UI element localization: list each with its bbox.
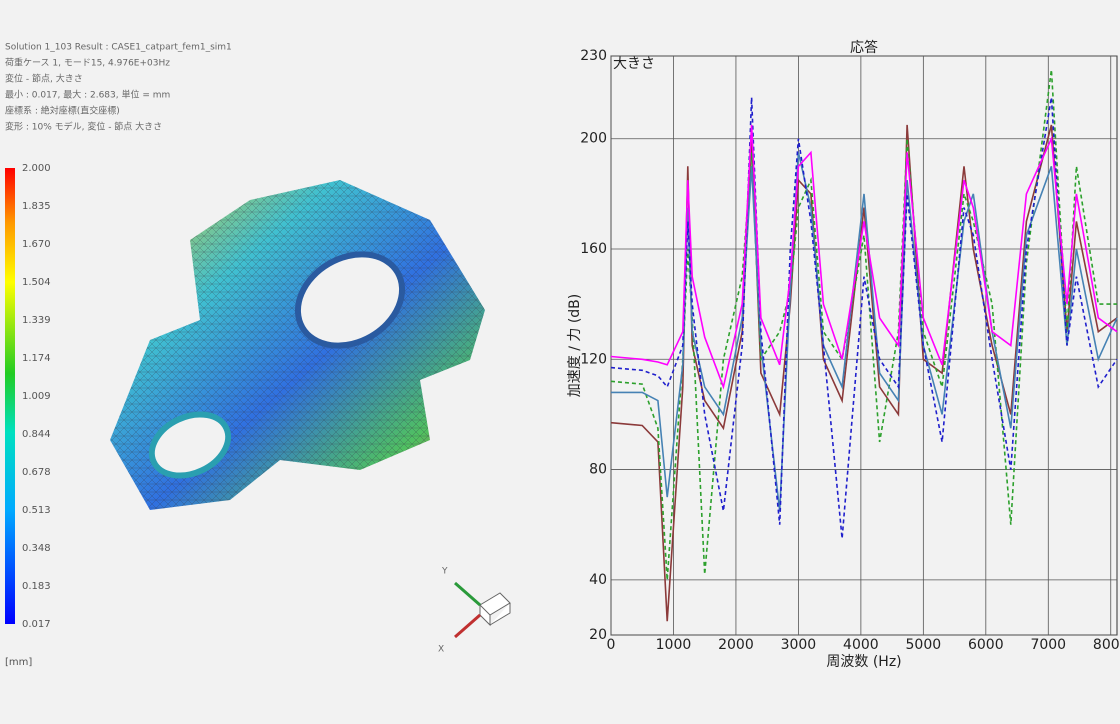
chart-title: 応答: [850, 39, 878, 56]
x-tick-label: 5000: [906, 637, 942, 653]
y-tick-label: 40: [589, 572, 607, 588]
corner-label: 大きさ: [613, 56, 655, 72]
response-line: [610, 69, 1117, 580]
x-tick-label: 7000: [1030, 637, 1066, 653]
y-tick-label: 200: [580, 131, 607, 147]
response-line: [611, 152, 1118, 511]
x-axis-label: 周波数 (Hz): [826, 654, 901, 670]
y-tick-label: 20: [589, 627, 607, 643]
x-tick-label: 6000: [968, 637, 1004, 653]
result-info: 荷重ケース 1, モード15, 4.976E+03Hz: [5, 57, 170, 69]
legend-tick-label: 0.017: [22, 619, 51, 630]
result-info: 変位 - 節点, 大きさ: [5, 73, 83, 85]
legend-tick-label: 0.513: [22, 505, 51, 516]
color-bar: [5, 168, 15, 624]
x-tick-label: 8000: [1093, 637, 1120, 653]
legend-tick-label: 1.835: [22, 201, 51, 212]
axis-triad: Y X: [438, 567, 511, 655]
x-tick-label: 0: [607, 637, 616, 653]
y-tick-label: 80: [589, 462, 607, 478]
plot-frame: [610, 55, 1118, 636]
response-line: [610, 124, 1118, 390]
legend-tick-label: 0.678: [22, 467, 51, 478]
triad-y-axis: [454, 581, 481, 607]
triad-y-label: Y: [441, 567, 448, 577]
x-tick-label: 2000: [718, 637, 754, 653]
legend-tick-label: 0.348: [22, 543, 51, 554]
legend-tick-label: 0.183: [22, 581, 51, 592]
y-tick-label: 120: [580, 351, 607, 367]
response-line: [610, 97, 1118, 539]
legend-tick-label: 0.844: [22, 429, 51, 440]
x-tick-label: 4000: [843, 637, 879, 653]
legend-tick-label: 1.339: [22, 315, 51, 326]
legend-tick-label: 1.670: [22, 239, 51, 250]
x-tick-label: 1000: [656, 637, 692, 653]
result-info: 変形 : 10% モデル, 変位 - 節点 大きさ: [5, 121, 162, 133]
bore: [148, 411, 232, 479]
y-tick-label: 160: [580, 241, 607, 257]
y-axis-label: 加速度 / 力 (dB): [567, 294, 583, 397]
legend-tick-label: 1.504: [22, 277, 51, 288]
result-info: 座標系 : 絶対座標(直交座標): [5, 105, 120, 117]
legend-tick-label: 1.009: [22, 391, 51, 402]
y-tick-label: 230: [580, 48, 607, 64]
triad-x-label: X: [438, 645, 444, 655]
legend-tick-label: 1.174: [22, 353, 51, 364]
result-info: 最小 : 0.017, 最大 : 2.683, 単位 = mm: [5, 89, 170, 101]
result-info: Solution 1_103 Result : CASE1_catpart_fe…: [5, 43, 232, 53]
legend-tick-label: 2.000: [22, 163, 51, 174]
triad-x-axis: [454, 613, 481, 639]
legend-unit: [mm]: [5, 657, 32, 668]
bore: [294, 251, 406, 349]
model-view: Y X [mm]: [5, 168, 511, 668]
x-tick-label: 3000: [781, 637, 817, 653]
